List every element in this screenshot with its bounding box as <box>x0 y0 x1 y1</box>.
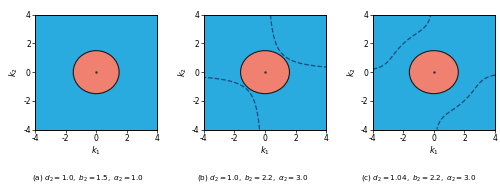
X-axis label: $k_1$: $k_1$ <box>91 144 101 157</box>
Ellipse shape <box>240 51 290 94</box>
Text: (c) $d_2 = 1.04,\ b_2 = 2.2,\ \alpha_2 = 3.0$: (c) $d_2 = 1.04,\ b_2 = 2.2,\ \alpha_2 =… <box>362 173 476 183</box>
Text: (a) $d_2 = 1.0,\ b_2 = 1.5,\ \alpha_2 = 1.0$: (a) $d_2 = 1.0,\ b_2 = 1.5,\ \alpha_2 = … <box>32 173 144 183</box>
Text: (b) $d_2 = 1.0,\ b_2 = 2.2,\ \alpha_2 = 3.0$: (b) $d_2 = 1.0,\ b_2 = 2.2,\ \alpha_2 = … <box>197 173 308 183</box>
Ellipse shape <box>410 51 459 94</box>
Y-axis label: $k_2$: $k_2$ <box>8 67 20 77</box>
X-axis label: $k_1$: $k_1$ <box>429 144 439 157</box>
Y-axis label: $k_2$: $k_2$ <box>177 67 190 77</box>
Y-axis label: $k_2$: $k_2$ <box>346 67 358 77</box>
Ellipse shape <box>73 51 119 94</box>
X-axis label: $k_1$: $k_1$ <box>260 144 270 157</box>
